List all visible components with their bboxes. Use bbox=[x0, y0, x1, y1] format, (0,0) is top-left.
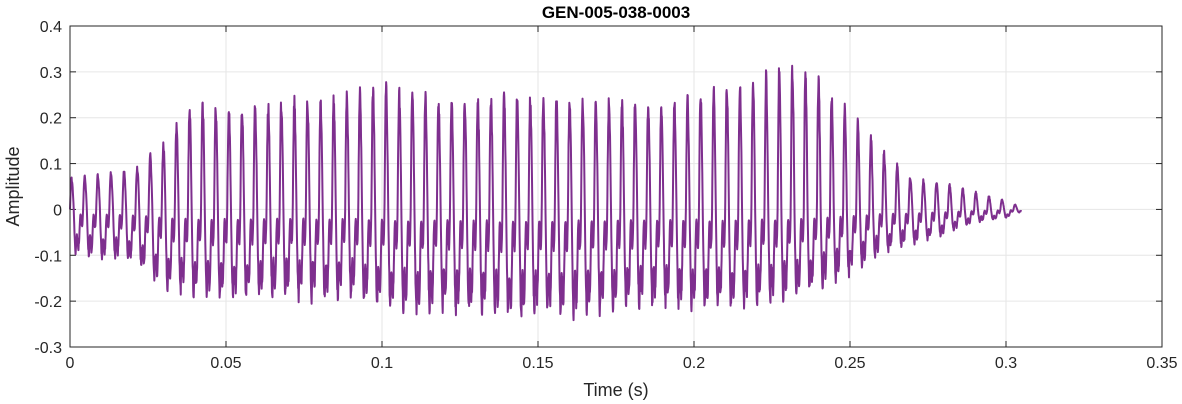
x-tick-label: 0.2 bbox=[683, 355, 705, 372]
x-tick-label: 0.35 bbox=[1146, 355, 1177, 372]
y-axis-title: Amplitude bbox=[3, 146, 23, 226]
x-tick-label: 0.25 bbox=[834, 355, 865, 372]
x-tick-label: 0.1 bbox=[371, 355, 393, 372]
grid-lines bbox=[70, 26, 1162, 347]
x-tick-label: 0.05 bbox=[210, 355, 241, 372]
waveform-line bbox=[69, 64, 1023, 322]
x-tick-label: 0 bbox=[66, 355, 75, 372]
y-tick-label: 0.2 bbox=[40, 111, 62, 128]
x-tick-label: 0.3 bbox=[995, 355, 1017, 372]
chart-title: GEN-005-038-0003 bbox=[542, 3, 690, 22]
y-tick-label: -0.3 bbox=[34, 340, 62, 357]
y-tick-label: 0.3 bbox=[40, 65, 62, 82]
y-tick-label: -0.2 bbox=[34, 294, 62, 311]
x-axis-title: Time (s) bbox=[583, 380, 648, 400]
y-tick-label: 0 bbox=[53, 202, 62, 219]
x-tick-label: 0.15 bbox=[522, 355, 553, 372]
plot-background bbox=[70, 26, 1162, 347]
y-tick-label: 0.1 bbox=[40, 157, 62, 174]
y-tick-label: -0.1 bbox=[34, 248, 62, 265]
plot-frame bbox=[69, 25, 1163, 348]
y-tick-label: 0.4 bbox=[40, 19, 62, 36]
